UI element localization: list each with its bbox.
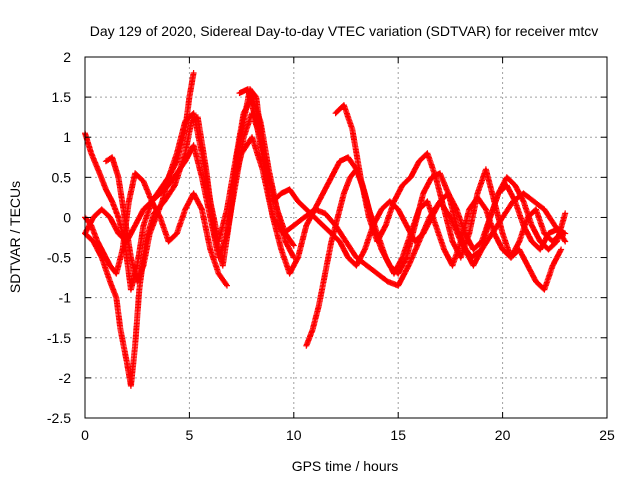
x-tick-label: 5 <box>186 427 194 443</box>
grid <box>85 57 607 418</box>
x-tick-label: 10 <box>286 427 302 443</box>
series-8 <box>332 102 565 261</box>
series-layer <box>82 70 569 389</box>
chart-title: Day 129 of 2020, Sidereal Day-to-day VTE… <box>90 23 599 39</box>
y-tick-label: 1.5 <box>52 89 72 105</box>
x-tick-label: 15 <box>390 427 406 443</box>
x-tick-label: 25 <box>599 427 615 443</box>
ticks: 0 5 10 15 20 25 -2.5 -2 -1.5 -1 -0.5 0 0.5 1 1.5 2 <box>47 49 615 443</box>
series-10 <box>228 134 569 289</box>
x-tick-label: 20 <box>495 427 511 443</box>
y-tick-label: -1 <box>59 290 72 306</box>
plot-frame <box>84 56 608 419</box>
y-tick-label: -1.5 <box>47 330 71 346</box>
y-tick-label: 1 <box>63 129 71 145</box>
y-tick-label: -2.5 <box>47 410 71 426</box>
y-axis-label: SDTVAR / TECUs <box>7 181 23 293</box>
y-tick-label: -0.5 <box>47 250 71 266</box>
y-tick-label: -2 <box>59 370 72 386</box>
series-10-markers <box>228 134 569 289</box>
y-tick-label: 0.5 <box>52 169 72 185</box>
x-tick-label: 0 <box>81 427 89 443</box>
x-axis-label: GPS time / hours <box>292 458 399 474</box>
series-8-markers <box>332 102 565 261</box>
y-tick-label: 2 <box>63 49 71 65</box>
y-tick-label: 0 <box>63 209 71 225</box>
